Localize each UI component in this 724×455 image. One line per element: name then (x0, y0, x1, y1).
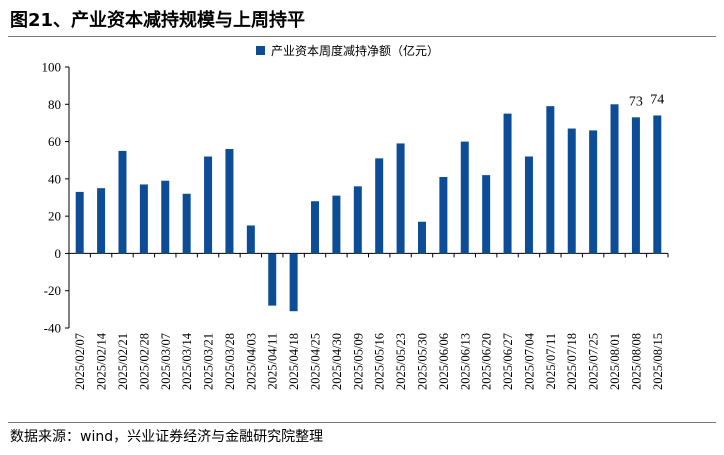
y-tick-label: 20 (48, 209, 61, 224)
bar-2025-05-23 (396, 143, 405, 254)
bar-2025-07-04 (524, 156, 533, 254)
bar-2025-02-21 (118, 150, 127, 254)
bar-2025-07-18 (567, 128, 576, 254)
bar-2025-06-13 (460, 141, 469, 254)
y-tick-label: 60 (48, 134, 61, 149)
x-tick-label: 2025/05/23 (394, 333, 408, 390)
bar-2025-03-07 (161, 180, 170, 254)
y-tick-label: 100 (42, 60, 62, 75)
figure-title: 图21、产业资本减持规模与上周持平 (10, 10, 306, 31)
bar-2025-06-20 (482, 175, 491, 254)
bar-2025-05-16 (375, 158, 384, 254)
x-tick-label: 2025/04/25 (309, 333, 323, 390)
bar-2025-02-28 (139, 184, 148, 254)
y-tick-label: 0 (55, 246, 62, 261)
bar-2025-03-21 (204, 156, 213, 254)
legend-label: 产业资本周度减持净额（亿元） (271, 43, 439, 58)
x-tick-label: 2025/04/11 (266, 333, 280, 389)
x-tick-label: 2025/02/14 (95, 332, 109, 390)
x-tick-label: 2025/03/21 (202, 333, 216, 390)
x-tick-label: 2025/07/04 (522, 332, 536, 390)
x-tick-label: 2025/06/13 (458, 333, 472, 390)
bar-2025-08-15 (653, 115, 662, 254)
bar-2025-03-28 (225, 149, 234, 254)
title-divider (8, 36, 716, 37)
bar-2025-05-30 (417, 221, 426, 254)
bar-2025-04-25 (311, 201, 320, 254)
bar-2025-06-27 (503, 113, 512, 254)
bar-2025-08-08 (631, 117, 640, 254)
x-tick-label: 2025/08/08 (629, 333, 643, 390)
x-tick-label: 2025/04/18 (287, 333, 301, 390)
bar-2025-08-01 (610, 104, 619, 254)
x-tick-label: 2025/02/28 (137, 333, 151, 390)
x-tick-label: 2025/03/07 (159, 333, 173, 390)
x-tick-label: 2025/07/11 (544, 333, 558, 389)
x-tick-label: 2025/05/09 (351, 333, 365, 390)
bar-2025-07-11 (546, 106, 555, 254)
y-tick-label: -20 (44, 283, 61, 298)
bar-2025-06-06 (439, 176, 448, 254)
bar-2025-02-07 (75, 191, 84, 254)
data-label: 73 (629, 94, 643, 109)
bar-2025-02-14 (97, 188, 106, 254)
chart-legend: 产业资本周度减持净额（亿元） (256, 43, 439, 58)
bar-2025-05-09 (353, 186, 362, 254)
bar-2025-04-11 (268, 253, 277, 306)
bar-chart: 产业资本周度减持净额（亿元） -40 -20 0 20 40 60 80 100 2025/0… (42, 43, 669, 390)
x-tick-label: 2025/05/16 (373, 333, 387, 390)
bar-2025-03-14 (182, 193, 191, 254)
x-tick-label: 2025/08/15 (651, 333, 665, 390)
x-tick-label: 2025/04/30 (330, 333, 344, 390)
y-tick-label: 40 (48, 171, 61, 186)
y-tick-label: -40 (44, 321, 61, 336)
chart-labels: 2025/02/07 2025/02/14 2025/02/21 2025/02/28… (73, 92, 665, 389)
x-tick-label: 2025/07/18 (565, 333, 579, 390)
x-tick-label: 2025/06/06 (437, 333, 451, 390)
x-tick-label: 2025/02/21 (116, 333, 130, 390)
bar-2025-04-03 (246, 225, 255, 254)
x-tick-label: 2025/06/27 (501, 333, 515, 390)
source-divider (8, 422, 716, 423)
data-label: 74 (650, 92, 664, 107)
x-tick-label: 2025/05/30 (415, 333, 429, 390)
x-tick-label: 2025/03/28 (223, 333, 237, 390)
x-tick-label: 2025/03/14 (180, 332, 194, 390)
x-tick-label: 2025/06/20 (480, 333, 494, 390)
x-tick-label: 2025/07/25 (587, 333, 601, 390)
chart-bars (75, 104, 662, 312)
source-note: 数据来源：wind，兴业证券经济与金融研究院整理 (10, 429, 324, 445)
x-tick-label: 2025/08/01 (608, 333, 622, 390)
legend-swatch (256, 46, 265, 55)
bar-2025-04-18 (289, 253, 298, 312)
x-tick-label: 2025/02/07 (73, 333, 87, 390)
x-tick-label: 2025/04/03 (244, 333, 258, 390)
bar-2025-07-25 (589, 130, 598, 254)
y-tick-label: 80 (48, 97, 61, 112)
bar-2025-04-30 (332, 195, 341, 254)
